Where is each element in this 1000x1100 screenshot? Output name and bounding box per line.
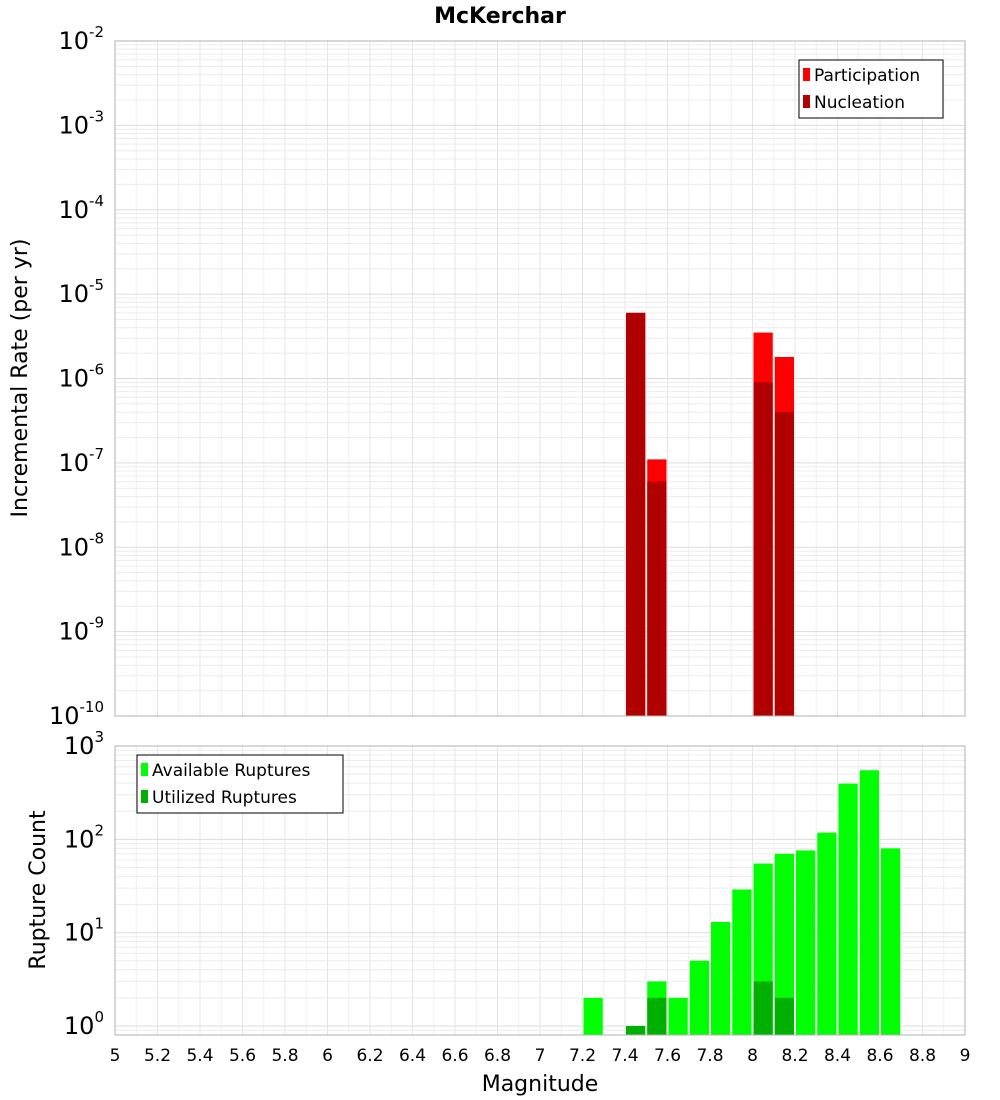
bottom-legend-swatch: [141, 763, 148, 776]
top-y-tick-label: 10-5: [58, 276, 104, 308]
bottom-y-tick-label: 102: [64, 821, 104, 853]
top-legend-swatch: [803, 68, 810, 81]
top-plot-frame: [114, 40, 966, 717]
bottom-legend-label: Utilized Ruptures: [152, 788, 297, 808]
x-tick-label: 6.4: [399, 1046, 426, 1066]
top-legend-swatch: [803, 95, 810, 108]
bottom-y-tick-labels: 100 101 102 103: [64, 728, 104, 1040]
bottom-y-tick-label: 103: [64, 728, 104, 760]
top-legend-label: Nucleation: [814, 93, 905, 113]
x-tick-label: 5.8: [271, 1046, 298, 1066]
top-y-axis-label: Incremental Rate (per yr): [8, 239, 33, 518]
bottom-legend-label: Available Ruptures: [152, 761, 310, 781]
top-panel-bars: [626, 312, 794, 716]
top-y-tick-label: 10-2: [58, 23, 104, 55]
bottom-bar-utilized-ruptures: [626, 1025, 646, 1035]
top-bar-nucleation: [753, 382, 773, 716]
bottom-bar-available-ruptures: [689, 960, 709, 1035]
top-bar-nucleation: [647, 481, 667, 716]
x-tick-label: 5: [110, 1046, 121, 1066]
bottom-bar-utilized-ruptures: [753, 981, 773, 1035]
chart-title: McKerchar: [434, 4, 566, 29]
x-tick-label: 5.4: [186, 1046, 213, 1066]
x-tick-label: 6.8: [484, 1046, 511, 1066]
x-tick-label: 6.2: [356, 1046, 383, 1066]
bottom-bar-available-ruptures: [838, 783, 858, 1035]
top-legend-box: [798, 59, 944, 119]
x-tick-label: 7.8: [696, 1046, 723, 1066]
top-y-tick-label: 10-8: [58, 529, 104, 561]
x-tick-label: 5.2: [144, 1046, 171, 1066]
top-y-tick-label: 10-6: [58, 361, 104, 393]
top-panel-gridlines: [114, 40, 966, 717]
top-bar-nucleation: [774, 412, 794, 716]
x-tick-label: 7.6: [654, 1046, 681, 1066]
top-y-tick-label: 10-4: [58, 192, 104, 224]
bottom-plot-frame: [114, 745, 966, 1036]
bottom-legend: Available Ruptures Utilized Ruptures: [136, 754, 344, 814]
x-tick-label: 6: [322, 1046, 333, 1066]
x-tick-label: 8.6: [866, 1046, 893, 1066]
bottom-bar-available-ruptures: [817, 832, 837, 1035]
top-legend-label: Participation: [814, 66, 920, 86]
bottom-y-tick-label: 100: [64, 1008, 104, 1040]
x-tick-label: 7.4: [611, 1046, 638, 1066]
bottom-legend-box: [136, 754, 344, 814]
bottom-bar-available-ruptures: [859, 770, 879, 1035]
bottom-bar-utilized-ruptures: [647, 997, 667, 1035]
top-bar-nucleation: [626, 312, 646, 716]
top-y-tick-label: 10-10: [49, 698, 104, 730]
bottom-y-tick-label: 101: [64, 915, 104, 947]
top-legend: Participation Nucleation: [798, 59, 944, 119]
x-tick-label: 8.8: [909, 1046, 936, 1066]
x-tick-label: 5.6: [229, 1046, 256, 1066]
x-tick-label: 8.4: [824, 1046, 851, 1066]
top-y-tick-labels: 10-10 10-9 10-8 10-7 10-6 10-5 10-4 10-3 10-2: [49, 23, 104, 730]
x-tick-label: 8.2: [781, 1046, 808, 1066]
x-axis-label: Magnitude: [482, 1072, 599, 1097]
bottom-legend-swatch: [141, 790, 148, 803]
bottom-bar-available-ruptures: [774, 853, 794, 1035]
bottom-bar-utilized-ruptures: [774, 997, 794, 1035]
bottom-bar-available-ruptures: [881, 848, 901, 1035]
bottom-bar-available-ruptures: [583, 997, 603, 1035]
bottom-y-axis-label: Rupture Count: [26, 810, 51, 970]
top-y-tick-label: 10-7: [58, 445, 104, 477]
bottom-bar-available-ruptures: [796, 850, 816, 1035]
bottom-bar-available-ruptures: [668, 997, 688, 1035]
x-tick-label: 6.6: [441, 1046, 468, 1066]
bottom-panel-bars: [583, 770, 901, 1035]
top-y-tick-label: 10-3: [58, 107, 104, 139]
x-tick-label: 7.2: [569, 1046, 596, 1066]
bottom-bar-available-ruptures: [711, 922, 731, 1035]
x-tick-label: 7: [535, 1046, 546, 1066]
x-tick-labels: 5 5.2 5.4 5.6 5.8 6 6.2 6.4 6.6 6.8 7 7.2 7.4 7.6 7.8 8…: [110, 1046, 971, 1066]
x-tick-label: 8: [747, 1046, 758, 1066]
top-y-tick-label: 10-9: [58, 614, 104, 646]
x-tick-label: 9: [960, 1046, 971, 1066]
bottom-bar-available-ruptures: [732, 889, 752, 1035]
